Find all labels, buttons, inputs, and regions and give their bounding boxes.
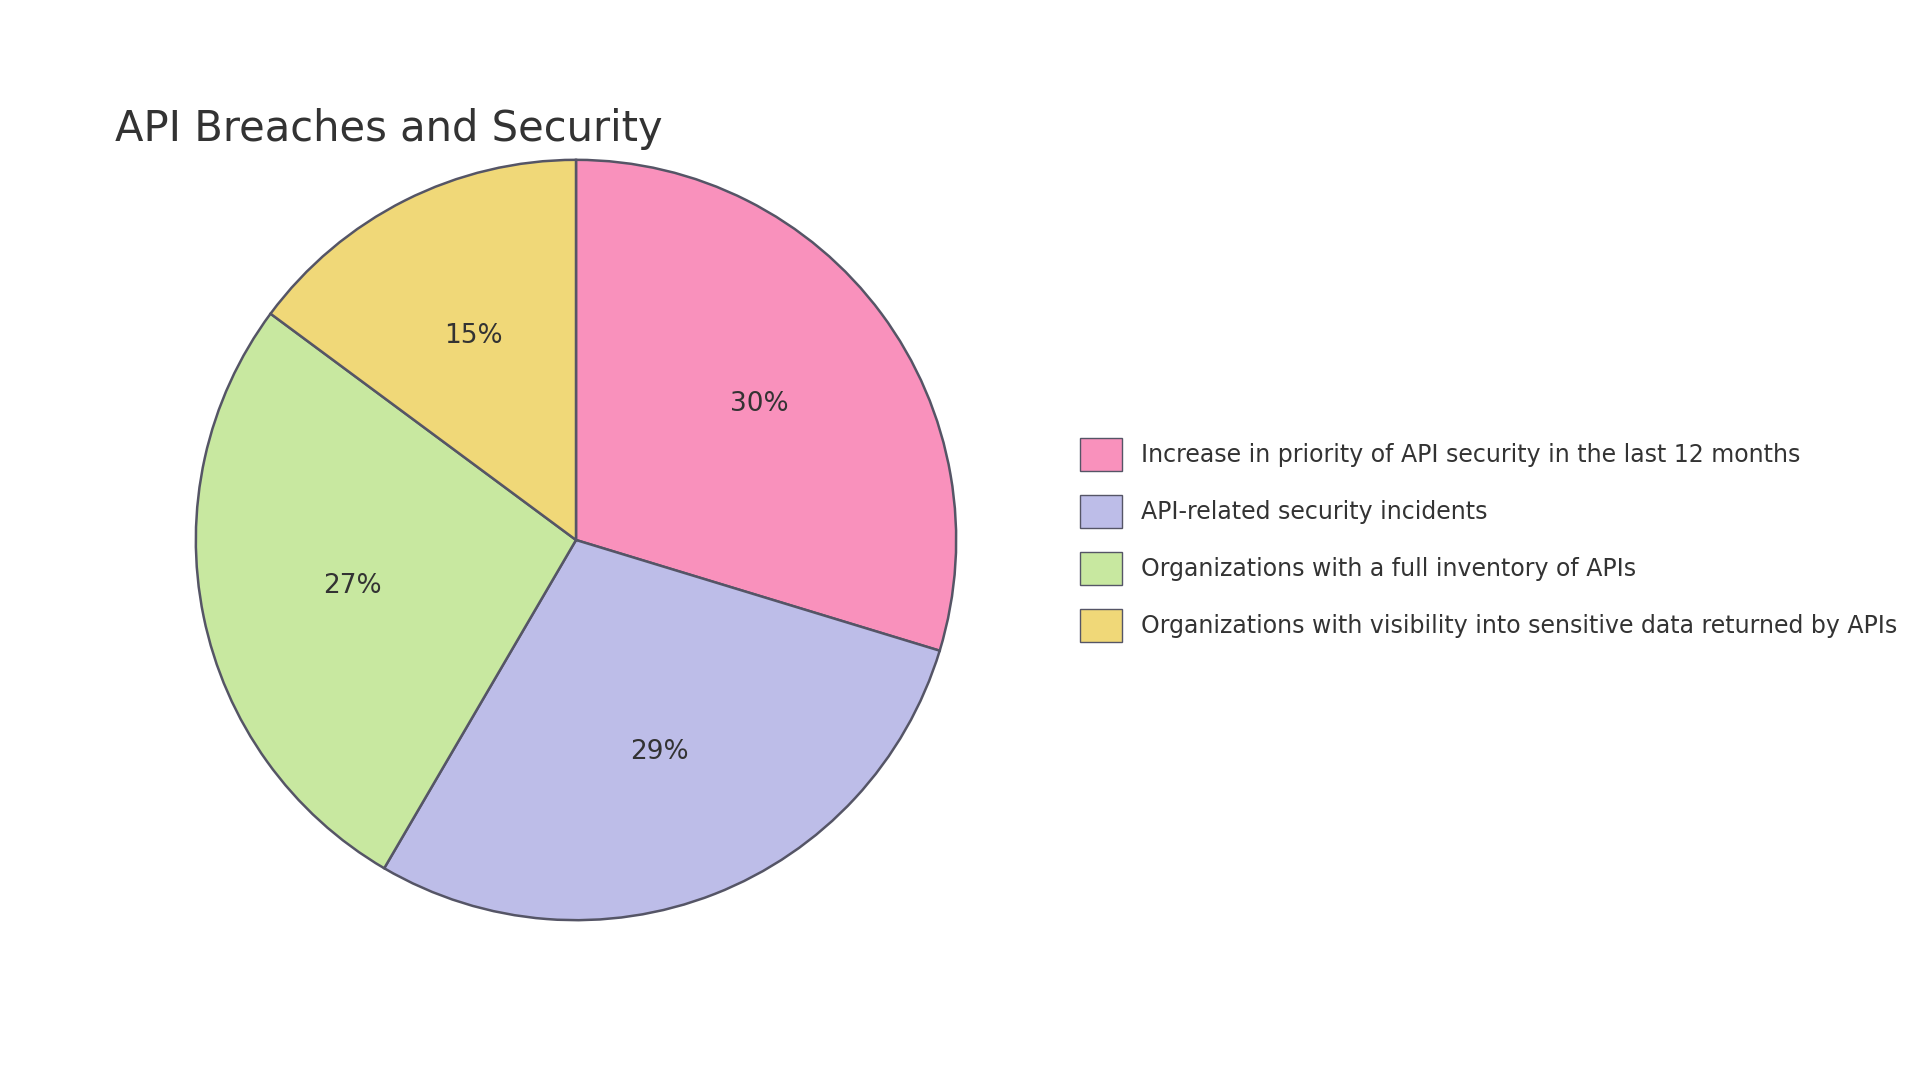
Wedge shape xyxy=(271,160,576,540)
Wedge shape xyxy=(576,160,956,651)
Text: 27%: 27% xyxy=(323,572,382,598)
Wedge shape xyxy=(384,540,939,920)
Text: 15%: 15% xyxy=(444,323,503,349)
Text: 29%: 29% xyxy=(630,740,689,766)
Text: 30%: 30% xyxy=(730,391,789,417)
Legend: Increase in priority of API security in the last 12 months, API-related security: Increase in priority of API security in … xyxy=(1068,426,1908,654)
Wedge shape xyxy=(196,313,576,868)
Text: API Breaches and Security: API Breaches and Security xyxy=(115,108,662,150)
